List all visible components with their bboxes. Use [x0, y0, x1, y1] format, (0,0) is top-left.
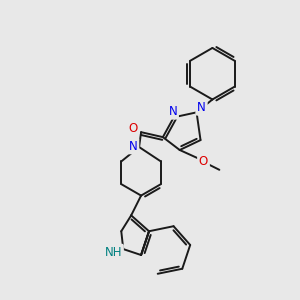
Text: N: N	[129, 140, 137, 152]
Text: O: O	[128, 122, 138, 135]
Text: N: N	[197, 101, 206, 114]
Text: N: N	[168, 105, 177, 118]
Text: NH: NH	[105, 245, 122, 259]
Text: O: O	[199, 155, 208, 168]
